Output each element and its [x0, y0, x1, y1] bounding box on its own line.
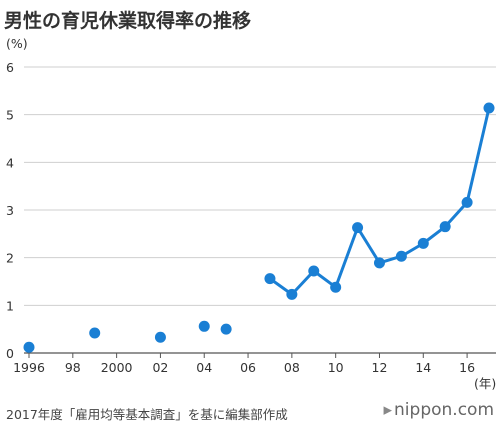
- chart-title: 男性の育児休業取得率の推移: [4, 10, 252, 32]
- y-tick-label: 3: [6, 203, 14, 218]
- y-tick-label: 4: [6, 155, 14, 170]
- y-tick-label: 1: [6, 298, 14, 313]
- y-axis-ticks: 0 1 2 3 4 5 6: [6, 60, 14, 361]
- x-tick-label: 08: [284, 360, 300, 375]
- data-point: [308, 265, 320, 277]
- data-point: [395, 250, 407, 262]
- data-point: [417, 237, 429, 249]
- y-tick-label: 2: [6, 251, 14, 266]
- x-tick-label: 02: [152, 360, 168, 375]
- grid-lines: [24, 66, 496, 354]
- data-point: [439, 221, 451, 233]
- data-point: [220, 323, 232, 335]
- data-point: [23, 341, 35, 353]
- y-tick-label: 6: [6, 60, 14, 75]
- brand-mark-icon: ▸: [383, 400, 393, 420]
- y-axis-unit: (%): [6, 36, 28, 51]
- x-tick-label: 04: [196, 360, 212, 375]
- data-point: [89, 327, 101, 339]
- x-tick-label: 98: [65, 360, 81, 375]
- x-axis-unit: (年): [474, 376, 496, 391]
- data-point: [483, 102, 495, 114]
- data-point: [264, 273, 276, 285]
- x-tick-label: 2000: [101, 360, 133, 375]
- data-point: [286, 288, 298, 300]
- source-note: 2017年度「雇用均等基本調査」を基に編集部作成: [6, 407, 288, 422]
- x-tick-label: 12: [372, 360, 388, 375]
- y-tick-label: 5: [6, 108, 14, 123]
- brand-logo: ▸ nippon.com: [383, 400, 494, 420]
- x-tick-label: 06: [240, 360, 256, 375]
- x-tick-label: 10: [328, 360, 344, 375]
- y-tick-label: 0: [6, 346, 14, 361]
- x-tick-label: 14: [415, 360, 431, 375]
- data-point: [154, 331, 166, 343]
- x-tick-label: 16: [459, 360, 475, 375]
- x-tick-label: 1996: [13, 360, 45, 375]
- series-points: [23, 102, 495, 353]
- data-point: [198, 320, 210, 332]
- data-point: [330, 281, 342, 293]
- brand-name: nippon.com: [394, 400, 494, 420]
- data-point: [352, 222, 364, 234]
- data-point: [373, 257, 385, 269]
- data-point: [461, 196, 473, 208]
- x-axis-ticks: 1996 98 2000 02 04 06 08 10 12 14 16: [13, 353, 475, 375]
